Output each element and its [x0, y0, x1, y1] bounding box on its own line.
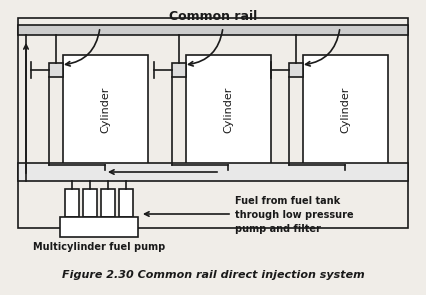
Bar [288, 63, 302, 77]
Bar [49, 63, 63, 77]
Text: Figure 2.30 Common rail direct injection system: Figure 2.30 Common rail direct injection… [61, 270, 363, 280]
Bar [83, 189, 97, 217]
Bar [60, 217, 138, 237]
Bar [63, 55, 148, 165]
Text: Fuel from fuel tank
through low pressure
pump and filter: Fuel from fuel tank through low pressure… [234, 196, 353, 234]
Bar [18, 163, 407, 181]
Bar [65, 189, 79, 217]
Text: Common rail: Common rail [168, 10, 256, 23]
Bar [18, 18, 407, 228]
Text: Cylinder: Cylinder [339, 87, 349, 133]
Bar [225, 167, 230, 173]
Bar [302, 55, 387, 165]
Bar [341, 167, 347, 173]
Bar [119, 189, 132, 217]
Bar [186, 55, 271, 165]
Text: Cylinder: Cylinder [100, 87, 110, 133]
Bar [102, 167, 108, 173]
Text: Cylinder: Cylinder [222, 87, 233, 133]
Bar [172, 63, 186, 77]
Text: Multicylinder fuel pump: Multicylinder fuel pump [33, 242, 165, 252]
Bar [18, 25, 407, 35]
Bar [101, 189, 115, 217]
